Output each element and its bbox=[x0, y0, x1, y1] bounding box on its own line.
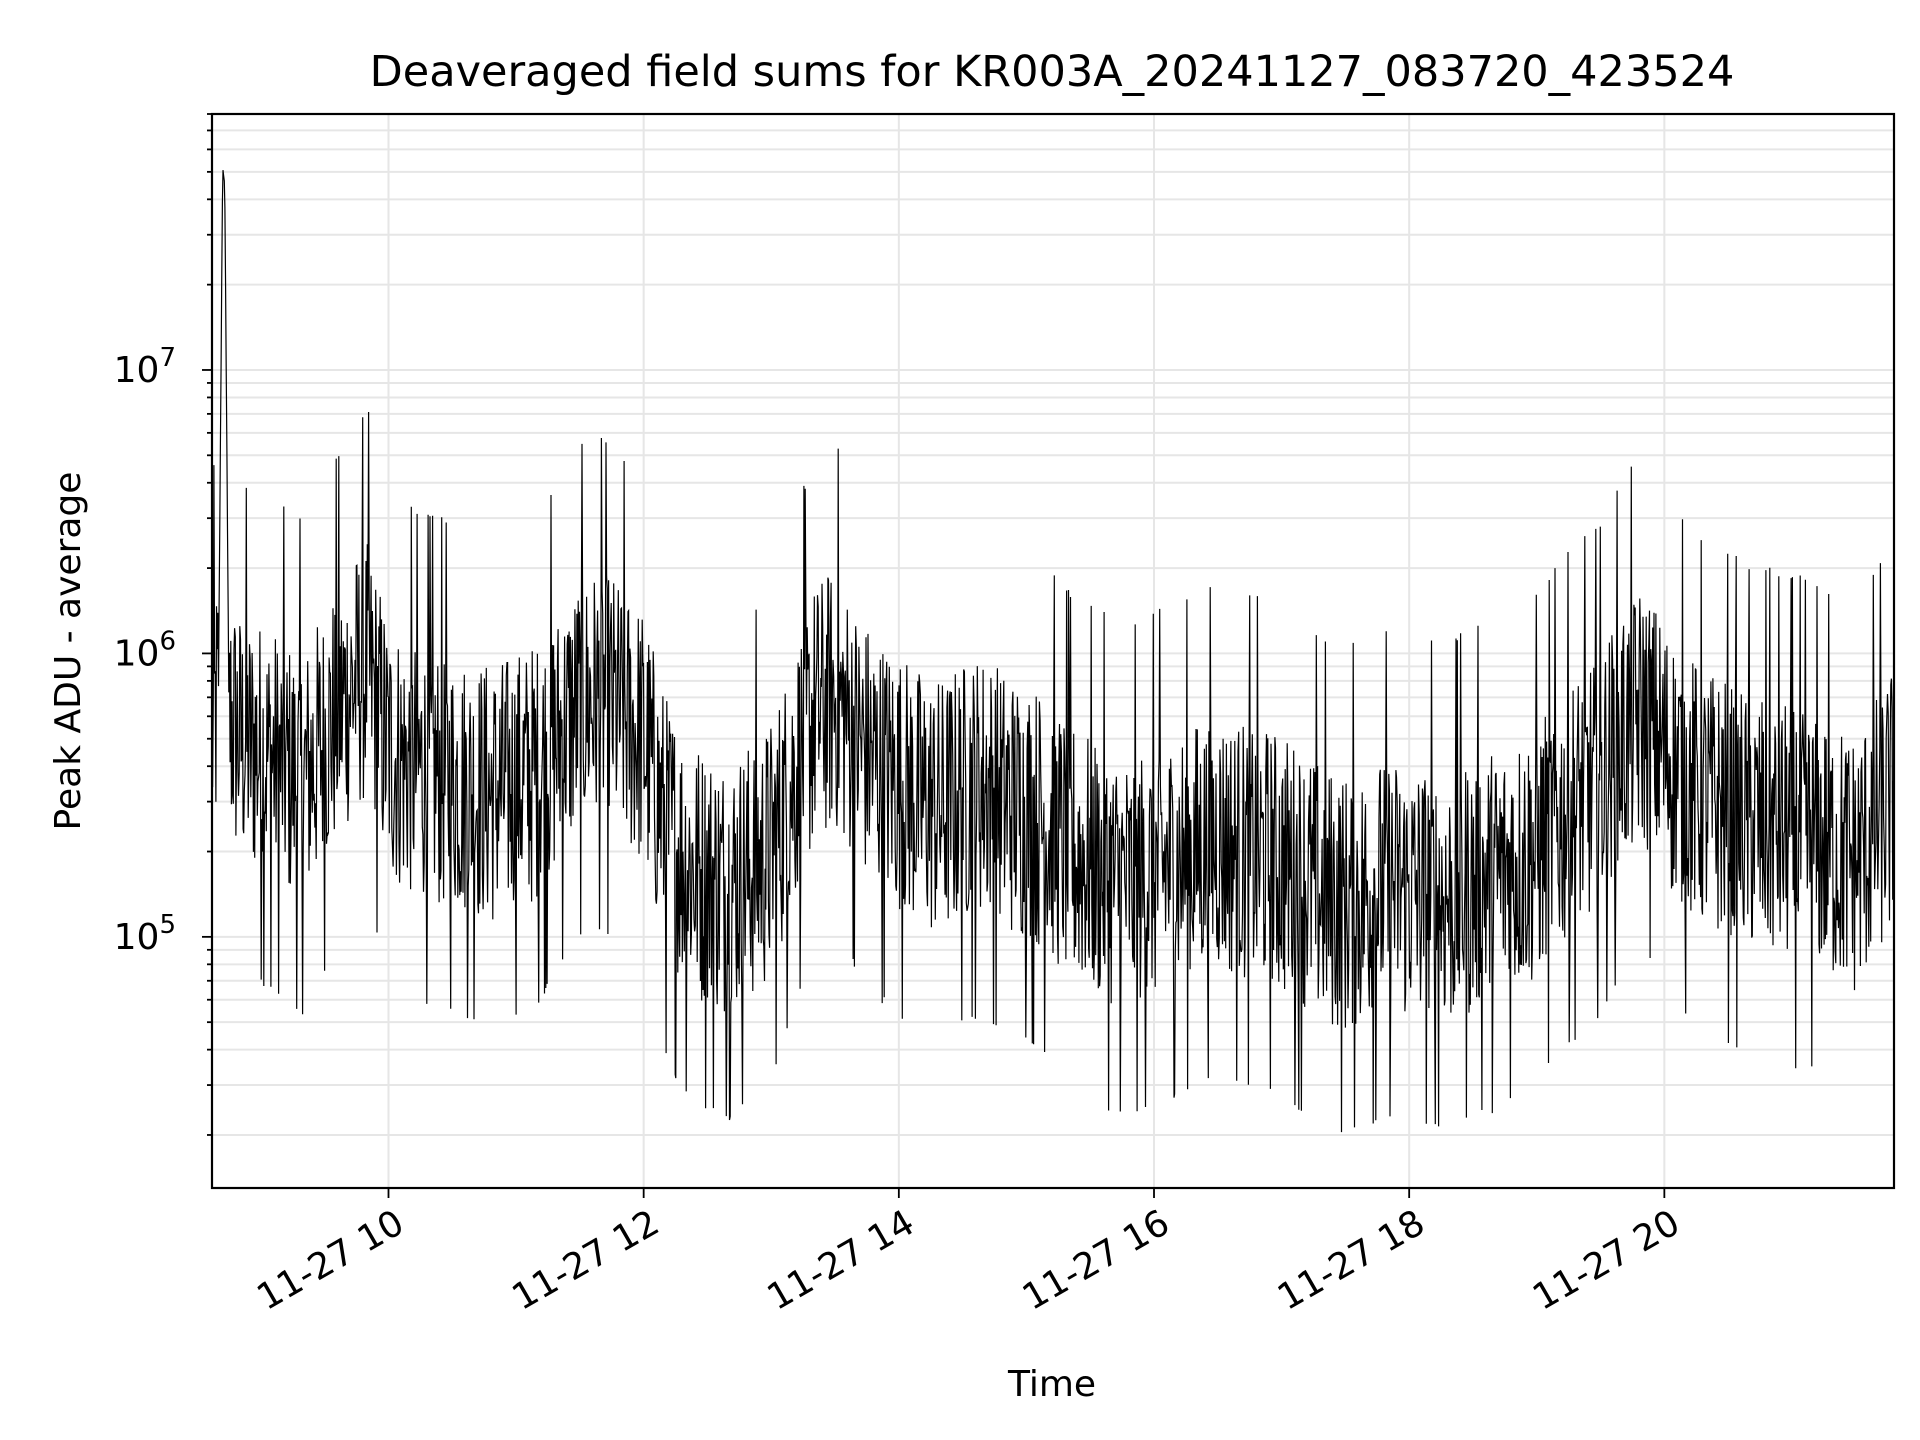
x-tick-label: 11-27 18 bbox=[1271, 1202, 1432, 1318]
series-group bbox=[211, 170, 1895, 1133]
x-tick-label: 11-27 12 bbox=[505, 1202, 666, 1318]
x-tick-label: 11-27 20 bbox=[1526, 1202, 1687, 1318]
y-axis-label: Peak ADU - average bbox=[48, 472, 89, 831]
series-line-0 bbox=[211, 170, 1895, 1133]
plot-frame bbox=[210, 112, 1896, 1190]
y-tick-label: 107 bbox=[114, 343, 176, 391]
chart-title: Deaveraged field sums for KR003A_2024112… bbox=[370, 47, 1735, 97]
x-tick-label: 11-27 14 bbox=[761, 1202, 922, 1318]
y-tick-label: 105 bbox=[114, 910, 176, 958]
x-tick-label: 11-27 10 bbox=[250, 1202, 411, 1318]
y-tick-label: 106 bbox=[114, 626, 176, 674]
grid bbox=[212, 113, 1894, 1188]
x-axis-label: Time bbox=[1007, 1364, 1096, 1405]
x-tick-label: 11-27 16 bbox=[1016, 1202, 1177, 1318]
